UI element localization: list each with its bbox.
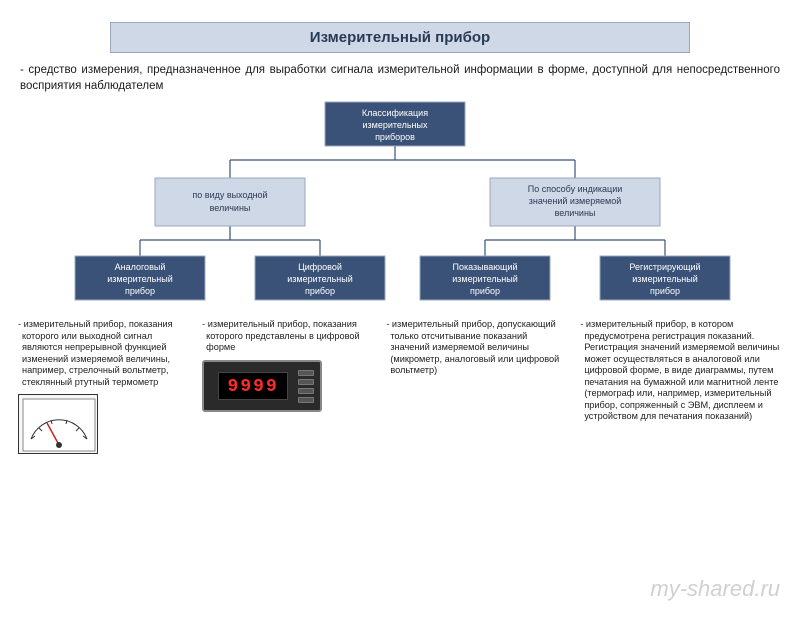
node-l2b-l3: величины xyxy=(555,208,596,218)
leaf3-l2: измерительный xyxy=(452,274,518,284)
node-output-type xyxy=(155,178,305,226)
meter-button-icon xyxy=(298,379,314,385)
node-l2b-l1: По способу индикации xyxy=(528,184,623,194)
meter-button-icon xyxy=(298,388,314,394)
leaf3-l1: Показывающий xyxy=(452,262,517,272)
meter-button-icon xyxy=(298,397,314,403)
leaf4-l2: измерительный xyxy=(632,274,698,284)
col-analog: - измерительный прибор, показания которо… xyxy=(18,319,190,454)
node-l2b-l2: значений измеряемой xyxy=(529,196,621,206)
col-indicating: - измерительный прибор, допускающий толь… xyxy=(386,319,568,454)
classification-tree: Классификация измерительных приборов по … xyxy=(20,98,780,313)
col-recording: - измерительный прибор, в котором предус… xyxy=(580,319,782,454)
col-recording-text: - измерительный прибор, в котором предус… xyxy=(580,319,782,423)
node-l2a-l2: величины xyxy=(210,203,251,213)
col-analog-text: - измерительный прибор, показания которо… xyxy=(18,319,190,388)
analog-meter-icon xyxy=(18,394,98,454)
leaf1-l3: прибор xyxy=(125,286,155,296)
leaf2-l1: Цифровой xyxy=(298,262,342,272)
col-digital: - измерительный прибор, показания которо… xyxy=(202,319,374,454)
description-columns: - измерительный прибор, показания которо… xyxy=(18,319,782,454)
leaf2-l3: прибор xyxy=(305,286,335,296)
leaf2-l2: измерительный xyxy=(287,274,353,284)
leaf4-l1: Регистрирующий xyxy=(629,262,700,272)
watermark-text: my-shared.ru xyxy=(650,576,780,602)
leaf1-l1: Аналоговый xyxy=(115,262,166,272)
leaf3-l3: прибор xyxy=(470,286,500,296)
leaf4-l3: прибор xyxy=(650,286,680,296)
digital-readout: 9999 xyxy=(218,372,288,400)
leaf1-l2: измерительный xyxy=(107,274,173,284)
digital-meter-icon: 9999 xyxy=(202,360,322,412)
node-l2a-l1: по виду выходной xyxy=(192,190,267,200)
node-root-l2: измерительных xyxy=(363,120,428,130)
col-digital-text: - измерительный прибор, показания которо… xyxy=(202,319,374,354)
meter-button-icon xyxy=(298,370,314,376)
page-title: Измерительный прибор xyxy=(110,22,690,53)
node-root-l3: приборов xyxy=(375,132,415,142)
definition-text: - средство измерения, предназначенное дл… xyxy=(20,63,780,94)
col-indicating-text: - измерительный прибор, допускающий толь… xyxy=(386,319,568,377)
node-root-l1: Классификация xyxy=(362,108,428,118)
